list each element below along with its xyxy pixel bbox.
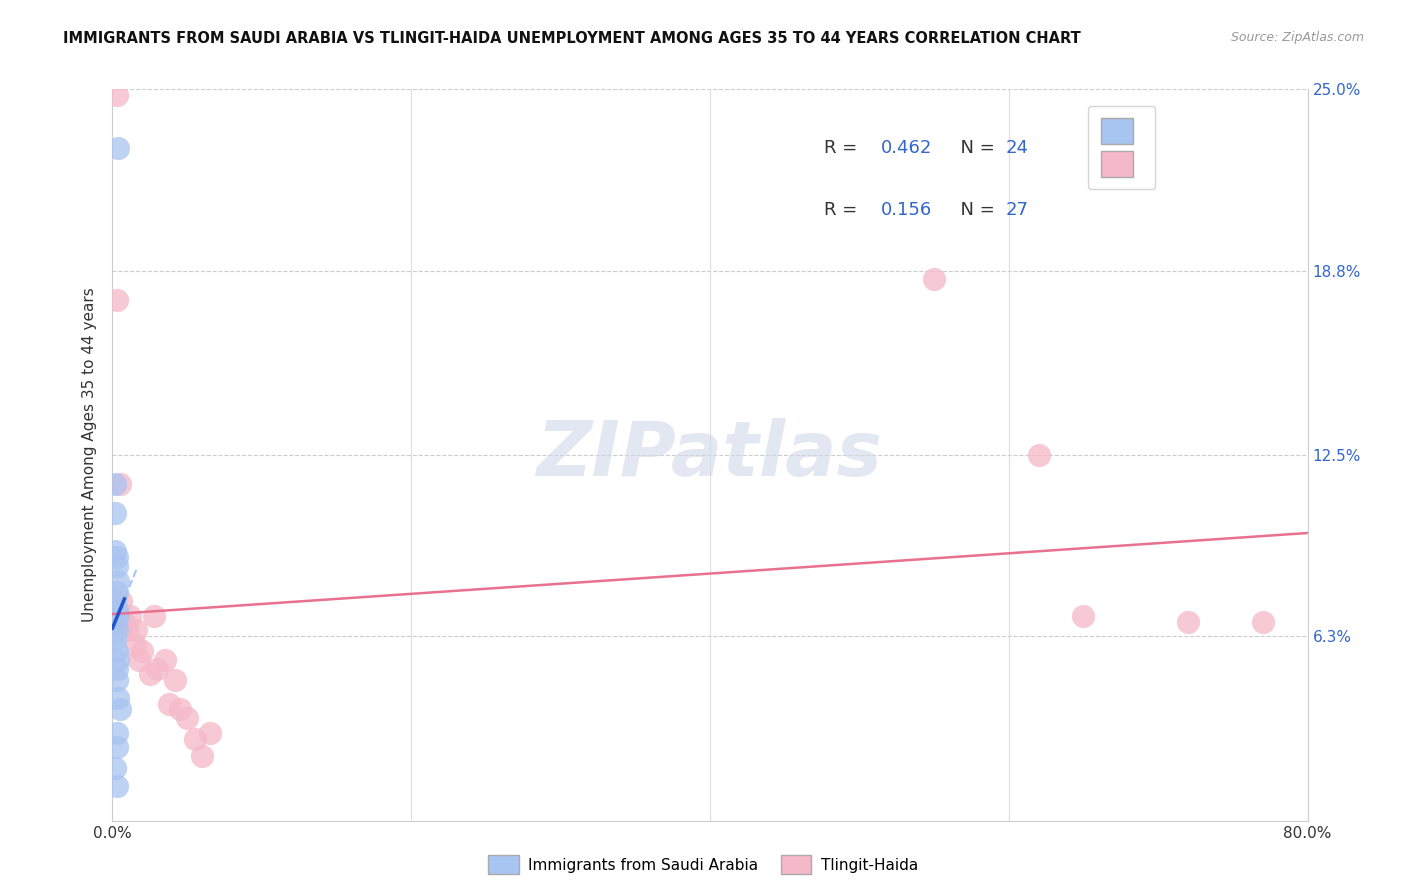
Point [107,653,129,667]
Point [1177,615,1199,629]
Text: N =: N = [949,201,1001,219]
Legend: , : , [1088,105,1156,189]
Point [120,608,142,623]
Point [114,615,135,629]
Y-axis label: Unemployment Among Ages 35 to 44 years: Unemployment Among Ages 35 to 44 years [82,287,97,623]
Point [176,711,198,725]
Point [105,779,128,793]
Point [153,653,176,667]
Point [107,690,129,705]
Point [105,585,128,599]
Point [105,661,128,675]
Point [105,740,128,755]
Point [139,667,162,681]
Point [107,608,129,623]
Point [104,544,127,558]
Point [1251,615,1274,629]
Point [1028,448,1050,462]
Point [169,702,191,716]
Point [165,673,187,688]
Text: N =: N = [949,139,1001,157]
Point [104,761,127,775]
Point [105,293,128,307]
Text: IMMIGRANTS FROM SAUDI ARABIA VS TLINGIT-HAIDA UNEMPLOYMENT AMONG AGES 35 TO 44 Y: IMMIGRANTS FROM SAUDI ARABIA VS TLINGIT-… [63,31,1081,46]
Point [105,644,128,658]
Point [108,477,131,491]
Point [105,673,128,688]
Point [191,749,214,764]
Point [128,653,150,667]
Point [105,559,128,574]
Text: ZIPatlas: ZIPatlas [537,418,883,491]
Point [104,477,127,491]
Point [131,644,153,658]
Text: R =: R = [824,139,862,157]
Point [105,550,128,565]
Point [104,632,127,647]
Point [105,88,128,103]
Point [146,661,169,675]
Point [104,507,127,521]
Point [922,272,945,286]
Text: R =: R = [824,201,869,219]
Text: 0.462: 0.462 [882,139,932,157]
Point [143,608,166,623]
Point [105,603,128,617]
Point [124,638,146,652]
Point [1073,608,1095,623]
Point [104,594,127,608]
Point [107,574,129,588]
Point [117,624,139,638]
Point [108,702,131,716]
Point [125,624,148,638]
Point [105,624,128,638]
Point [104,615,127,629]
Point [183,731,205,746]
Text: 0.156: 0.156 [882,201,932,219]
Text: 24: 24 [1005,139,1028,157]
Text: Source: ZipAtlas.com: Source: ZipAtlas.com [1230,31,1364,45]
Point [157,697,180,711]
Point [110,594,132,608]
Point [198,726,221,740]
Point [105,726,128,740]
Text: 27: 27 [1005,201,1028,219]
Point [107,141,129,155]
Legend: Immigrants from Saudi Arabia, Tlingit-Haida: Immigrants from Saudi Arabia, Tlingit-Ha… [482,849,924,880]
